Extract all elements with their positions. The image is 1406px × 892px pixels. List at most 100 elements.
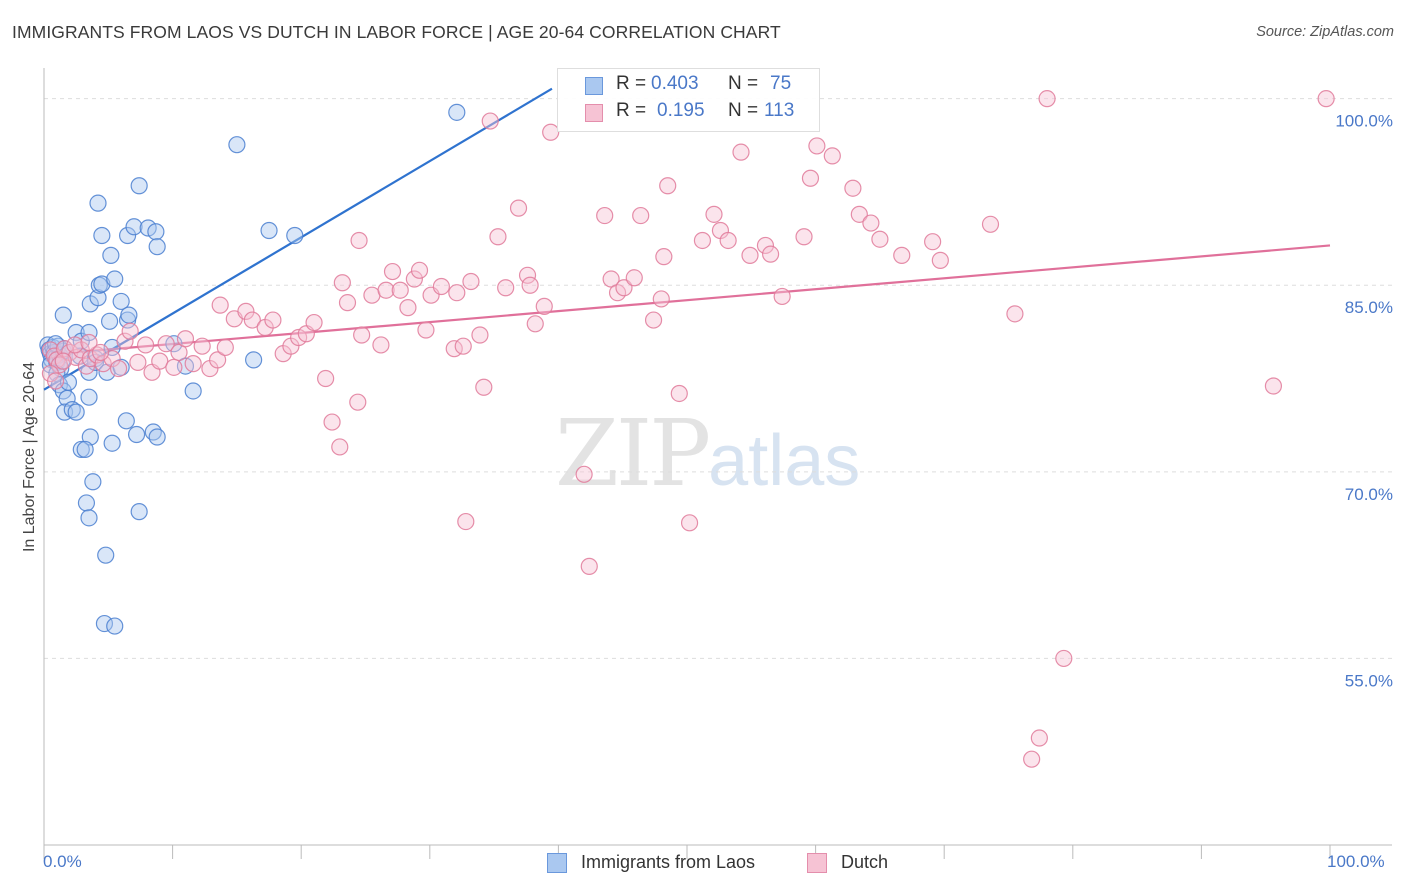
y-tick-label: 100.0% xyxy=(1335,112,1393,131)
stats-legend: R = 0.403 N = 75 R = 0.195 N = 113 xyxy=(557,68,820,132)
bottom-legend-label: Immigrants from Laos xyxy=(581,852,756,872)
dutch-point xyxy=(893,246,911,264)
bottom-legend-laos[interactable]: Immigrants from Laos xyxy=(547,852,787,876)
dutch-point xyxy=(1023,750,1041,768)
laos-point xyxy=(228,136,246,154)
dutch-point xyxy=(462,272,480,291)
dutch-point xyxy=(410,261,429,279)
y-tick-labels: 100.0% 85.0% 70.0% 55.0% xyxy=(1335,112,1393,691)
dutch-point xyxy=(580,557,598,575)
laos-point xyxy=(54,306,72,324)
dutch-point xyxy=(417,321,435,339)
laos-point xyxy=(286,226,304,245)
legend-swatch-pink xyxy=(585,104,603,122)
legend-r-label: R = xyxy=(616,100,647,121)
dutch-point xyxy=(1317,90,1335,108)
laos-point xyxy=(93,275,111,293)
dutch-trend-line xyxy=(43,244,1331,356)
dutch-point xyxy=(518,266,537,284)
legend-n-value: 75 xyxy=(770,73,792,94)
laos-point xyxy=(245,351,263,369)
legend-n-label: N = xyxy=(728,100,759,121)
dutch-point xyxy=(136,336,155,354)
dutch-point xyxy=(448,284,466,302)
laos-point xyxy=(148,428,166,446)
dutch-point xyxy=(497,279,515,297)
x-max-label: 100.0% xyxy=(1327,852,1385,871)
dutch-point xyxy=(526,315,544,333)
dutch-point xyxy=(761,245,780,263)
dutch-point xyxy=(176,330,195,348)
source-label: Source: ZipAtlas.com xyxy=(1256,24,1394,40)
dutch-point xyxy=(305,313,323,332)
dutch-point xyxy=(719,231,737,250)
laos-point xyxy=(260,221,278,240)
dutch-point xyxy=(625,269,643,287)
dutch-point xyxy=(331,438,349,456)
laos-point xyxy=(100,312,119,330)
legend-n-value: 113 xyxy=(764,100,795,121)
dutch-point xyxy=(211,296,229,314)
dutch-point xyxy=(109,359,128,378)
dutch-point xyxy=(509,199,528,217)
data-points xyxy=(39,90,1335,768)
laos-point xyxy=(125,218,143,236)
chart-title: IMMIGRANTS FROM LAOS VS DUTCH IN LABOR F… xyxy=(12,22,781,42)
dutch-point xyxy=(1006,305,1024,323)
dutch-point xyxy=(323,413,341,431)
dutch-point xyxy=(542,123,560,141)
dutch-point xyxy=(432,277,450,296)
trend-lines xyxy=(43,87,1331,391)
dutch-point xyxy=(615,279,633,297)
laos-point xyxy=(120,306,138,324)
laos-point xyxy=(72,440,90,459)
bottom-legend-swatch-blue xyxy=(547,853,567,873)
laos-point xyxy=(127,425,146,444)
watermark: ZIPatlas xyxy=(555,400,860,507)
laos-point xyxy=(80,509,98,527)
dutch-point xyxy=(216,338,234,357)
dutch-point xyxy=(693,231,712,250)
dutch-point xyxy=(377,281,395,299)
watermark-atlas: atlas xyxy=(708,421,861,501)
dutch-point xyxy=(659,177,677,195)
laos-point xyxy=(117,412,135,430)
dutch-point xyxy=(596,206,614,225)
legend-n-label: N = xyxy=(728,73,759,94)
laos-point xyxy=(118,226,137,245)
dutch-point xyxy=(209,351,227,369)
dutch-point xyxy=(94,355,112,373)
dutch-point xyxy=(644,311,663,329)
laos-point xyxy=(89,194,107,212)
dutch-point xyxy=(91,343,110,362)
laos-point xyxy=(147,223,165,241)
laos-point xyxy=(102,246,120,264)
dutch-point xyxy=(184,355,202,373)
bottom-legend-dutch[interactable]: Dutch xyxy=(807,852,907,876)
y-tick-label: 85.0% xyxy=(1345,298,1393,317)
dutch-point xyxy=(457,512,475,531)
dutch-point xyxy=(773,287,791,306)
laos-point xyxy=(89,289,107,307)
dutch-point xyxy=(844,179,862,197)
dutch-point xyxy=(264,311,282,329)
dutch-point xyxy=(489,228,507,246)
dutch-point xyxy=(383,262,402,281)
dutch-point xyxy=(80,333,98,352)
laos-point xyxy=(148,238,166,256)
dutch-point xyxy=(66,336,84,354)
y-tick-label: 55.0% xyxy=(1345,671,1393,690)
legend-row-laos: R = 0.403 N = 75 xyxy=(558,73,819,101)
dutch-point xyxy=(801,169,820,187)
laos-point xyxy=(67,403,85,421)
dutch-point xyxy=(535,297,553,315)
laos-point xyxy=(80,388,98,406)
dutch-point xyxy=(391,281,409,299)
dutch-point xyxy=(454,337,472,355)
y-axis-label: In Labor Force | Age 20-64 xyxy=(21,362,38,552)
laos-point xyxy=(93,226,111,245)
dutch-point xyxy=(1055,649,1073,668)
dutch-point xyxy=(481,112,499,130)
dutch-point xyxy=(165,358,183,376)
